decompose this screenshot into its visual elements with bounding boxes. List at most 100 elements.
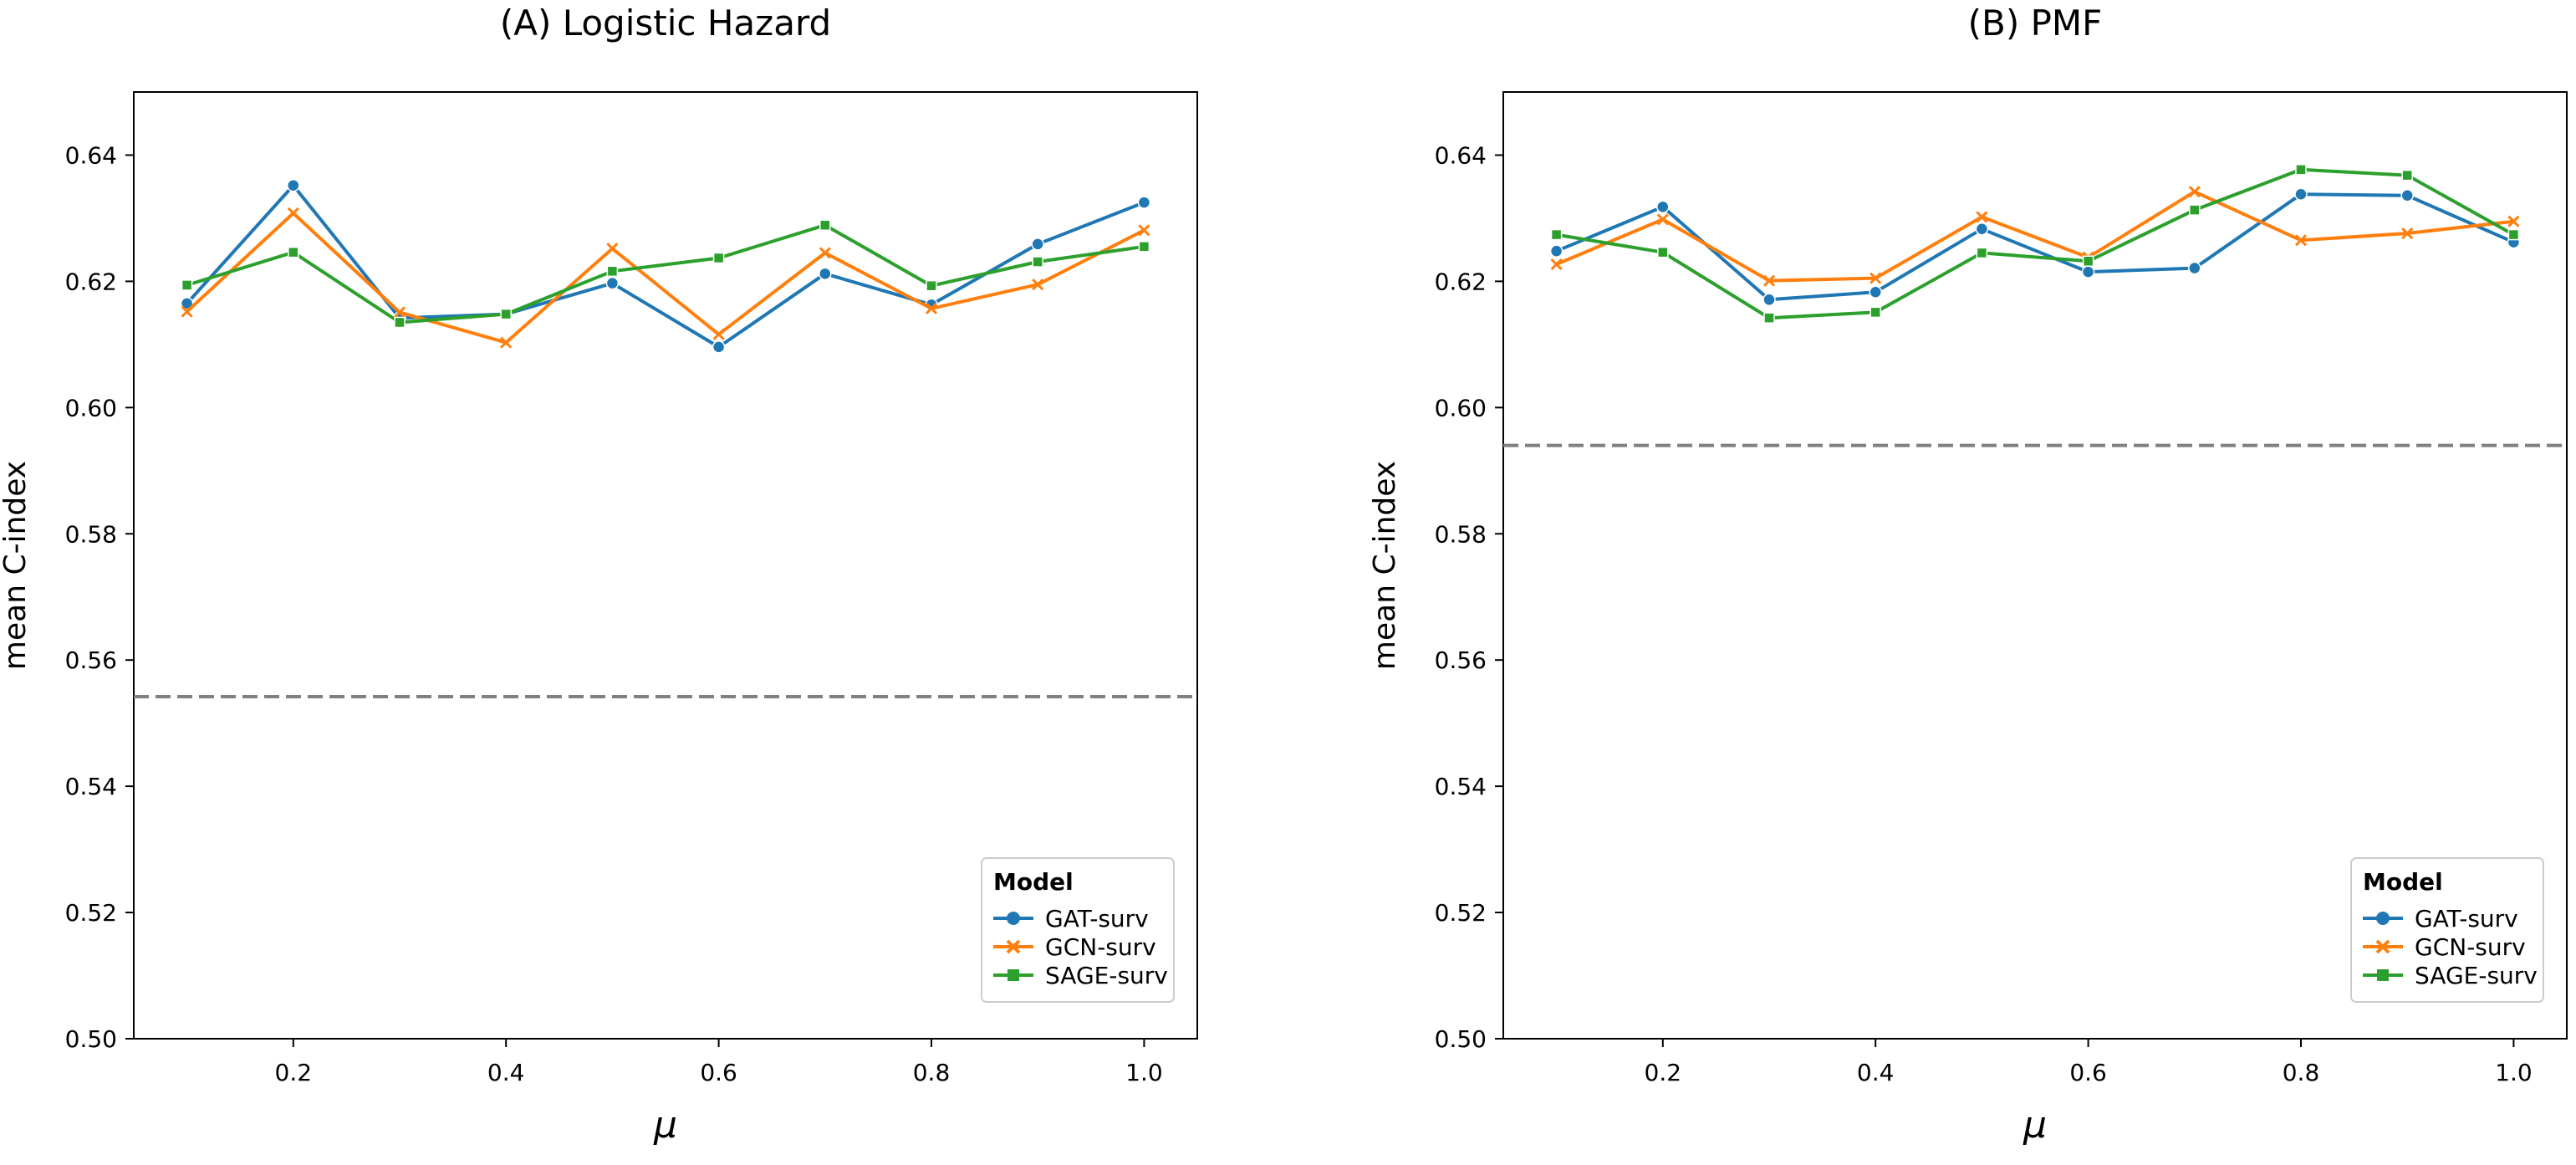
legend-marker bbox=[2377, 969, 2389, 981]
data-point-sage-surv bbox=[1976, 247, 1988, 259]
data-point-gcn-surv bbox=[1032, 278, 1044, 291]
y-tick-label: 0.56 bbox=[65, 646, 117, 674]
x-axis-label: μ bbox=[653, 1104, 677, 1147]
data-point-gcn-surv bbox=[2188, 186, 2201, 198]
data-point-gat-surv bbox=[2081, 265, 2095, 278]
data-point-gcn-surv bbox=[393, 306, 406, 319]
data-point-gat-surv bbox=[1137, 196, 1151, 209]
plot-frame bbox=[1502, 91, 2568, 1040]
x-tick-label: 1.0 bbox=[2495, 1059, 2533, 1086]
data-point-sage-surv bbox=[500, 308, 512, 320]
data-point-gat-surv bbox=[180, 297, 194, 310]
data-point-gcn-surv bbox=[1656, 213, 1669, 226]
data-point-gcn-surv bbox=[500, 336, 513, 349]
y-tick-label: 0.54 bbox=[1435, 773, 1487, 800]
data-point-gat-surv bbox=[2188, 261, 2201, 275]
data-point-gat-surv bbox=[605, 276, 620, 290]
legend-marker bbox=[1007, 969, 1019, 981]
data-point-gat-surv bbox=[1031, 238, 1044, 251]
series-line-sage-surv bbox=[1556, 167, 2515, 320]
chart-title: (A) Logistic Hazard bbox=[500, 3, 831, 43]
data-point-gcn-surv bbox=[606, 243, 619, 255]
data-point-sage-surv bbox=[1032, 256, 1043, 268]
y-tick-label: 0.52 bbox=[65, 899, 117, 927]
y-tick-label: 0.58 bbox=[1435, 520, 1487, 548]
y-tick-label: 0.58 bbox=[65, 520, 117, 548]
series-line-gcn-surv bbox=[186, 211, 1145, 345]
data-point-sage-surv bbox=[606, 265, 619, 278]
legend-label-gcn-surv: GCN-surv bbox=[1045, 933, 1156, 961]
data-point-sage-surv bbox=[2189, 204, 2201, 216]
y-tick-label: 0.60 bbox=[65, 394, 117, 422]
legend-marker bbox=[1006, 939, 1021, 954]
data-point-gcn-surv bbox=[1138, 224, 1150, 237]
data-point-gat-surv bbox=[1656, 200, 1670, 214]
legend-label-gcn-surv: GCN-surv bbox=[2415, 933, 2526, 961]
x-tick-label: 0.4 bbox=[487, 1059, 525, 1086]
data-point-sage-surv bbox=[181, 279, 193, 291]
data-point-sage-surv bbox=[394, 316, 406, 329]
y-tick-label: 0.64 bbox=[1435, 141, 1487, 169]
data-point-gat-surv bbox=[819, 267, 832, 281]
data-point-gat-surv bbox=[1975, 222, 1989, 236]
data-point-gcn-surv bbox=[712, 328, 725, 340]
x-tick-label: 0.8 bbox=[913, 1059, 951, 1086]
x-tick-label: 0.4 bbox=[1857, 1059, 1895, 1086]
data-point-gcn-surv bbox=[1762, 274, 1776, 287]
y-tick-label: 0.54 bbox=[65, 773, 117, 800]
y-tick-label: 0.50 bbox=[65, 1025, 117, 1053]
legend-marker bbox=[2375, 939, 2390, 954]
y-tick-label: 0.56 bbox=[1435, 646, 1487, 674]
y-tick-label: 0.60 bbox=[1435, 394, 1487, 422]
data-point-gcn-surv bbox=[1550, 258, 1563, 271]
data-point-gcn-surv bbox=[181, 305, 193, 318]
chart-panel-2: (B) PMF 0.50 0.52 0.54 0.56 0.58 0.60 0.62 0.64 0… bbox=[1368, 3, 2568, 1147]
data-point-sage-surv bbox=[712, 252, 725, 264]
data-point-sage-surv bbox=[1550, 228, 1563, 241]
y-tick-label: 0.64 bbox=[65, 141, 117, 169]
data-point-gcn-surv bbox=[287, 207, 299, 219]
data-point-gcn-surv bbox=[1870, 272, 1882, 284]
legend-box bbox=[981, 857, 1175, 1003]
data-point-sage-surv bbox=[2401, 169, 2413, 181]
data-point-sage-surv bbox=[1870, 306, 1881, 319]
x-tick-label: 0.6 bbox=[2069, 1059, 2107, 1086]
y-tick-label: 0.50 bbox=[1435, 1025, 1487, 1053]
x-tick-label: 0.2 bbox=[1645, 1059, 1682, 1086]
data-point-sage-surv bbox=[2082, 255, 2094, 268]
x-axis-label: μ bbox=[2023, 1104, 2047, 1147]
legend-box bbox=[2350, 857, 2544, 1003]
data-point-gat-surv bbox=[287, 178, 300, 192]
legend-label-sage-surv: SAGE-surv bbox=[2415, 962, 2538, 989]
series-line-gcn-surv bbox=[1555, 190, 2514, 283]
series-line-gat-surv bbox=[1555, 192, 2515, 302]
y-tick-label: 0.62 bbox=[1435, 268, 1487, 295]
data-point-sage-surv bbox=[2295, 164, 2307, 176]
data-point-sage-surv bbox=[926, 279, 937, 292]
x-tick-label: 0.6 bbox=[700, 1059, 737, 1086]
data-point-gcn-surv bbox=[2507, 215, 2520, 227]
x-tick-label: 0.2 bbox=[275, 1059, 313, 1086]
legend-marker bbox=[1007, 912, 1020, 925]
data-point-sage-surv bbox=[1657, 246, 1669, 258]
data-point-gcn-surv bbox=[819, 247, 831, 259]
data-point-sage-surv bbox=[819, 219, 831, 231]
data-point-gcn-surv bbox=[2401, 227, 2414, 240]
x-tick-label: 1.0 bbox=[1125, 1059, 1163, 1086]
legend-label-sage-surv: SAGE-surv bbox=[1045, 962, 1168, 989]
data-point-sage-surv bbox=[1138, 241, 1150, 253]
legend-label-gat-surv: GAT-surv bbox=[2415, 905, 2518, 933]
data-point-gat-surv bbox=[2294, 187, 2308, 202]
data-point-gcn-surv bbox=[925, 302, 938, 314]
chart-panel-1: (A) Logistic Hazard 0.50 0.52 0.54 0.56 0.58 0… bbox=[0, 3, 1198, 1147]
data-point-gat-surv bbox=[712, 340, 726, 354]
data-point-sage-surv bbox=[2507, 228, 2520, 241]
data-point-sage-surv bbox=[288, 246, 299, 258]
y-tick-label: 0.52 bbox=[1435, 899, 1487, 927]
data-point-gcn-surv bbox=[1976, 211, 1988, 223]
series-line-sage-surv bbox=[186, 223, 1145, 324]
legend-title: Model bbox=[2363, 868, 2443, 896]
